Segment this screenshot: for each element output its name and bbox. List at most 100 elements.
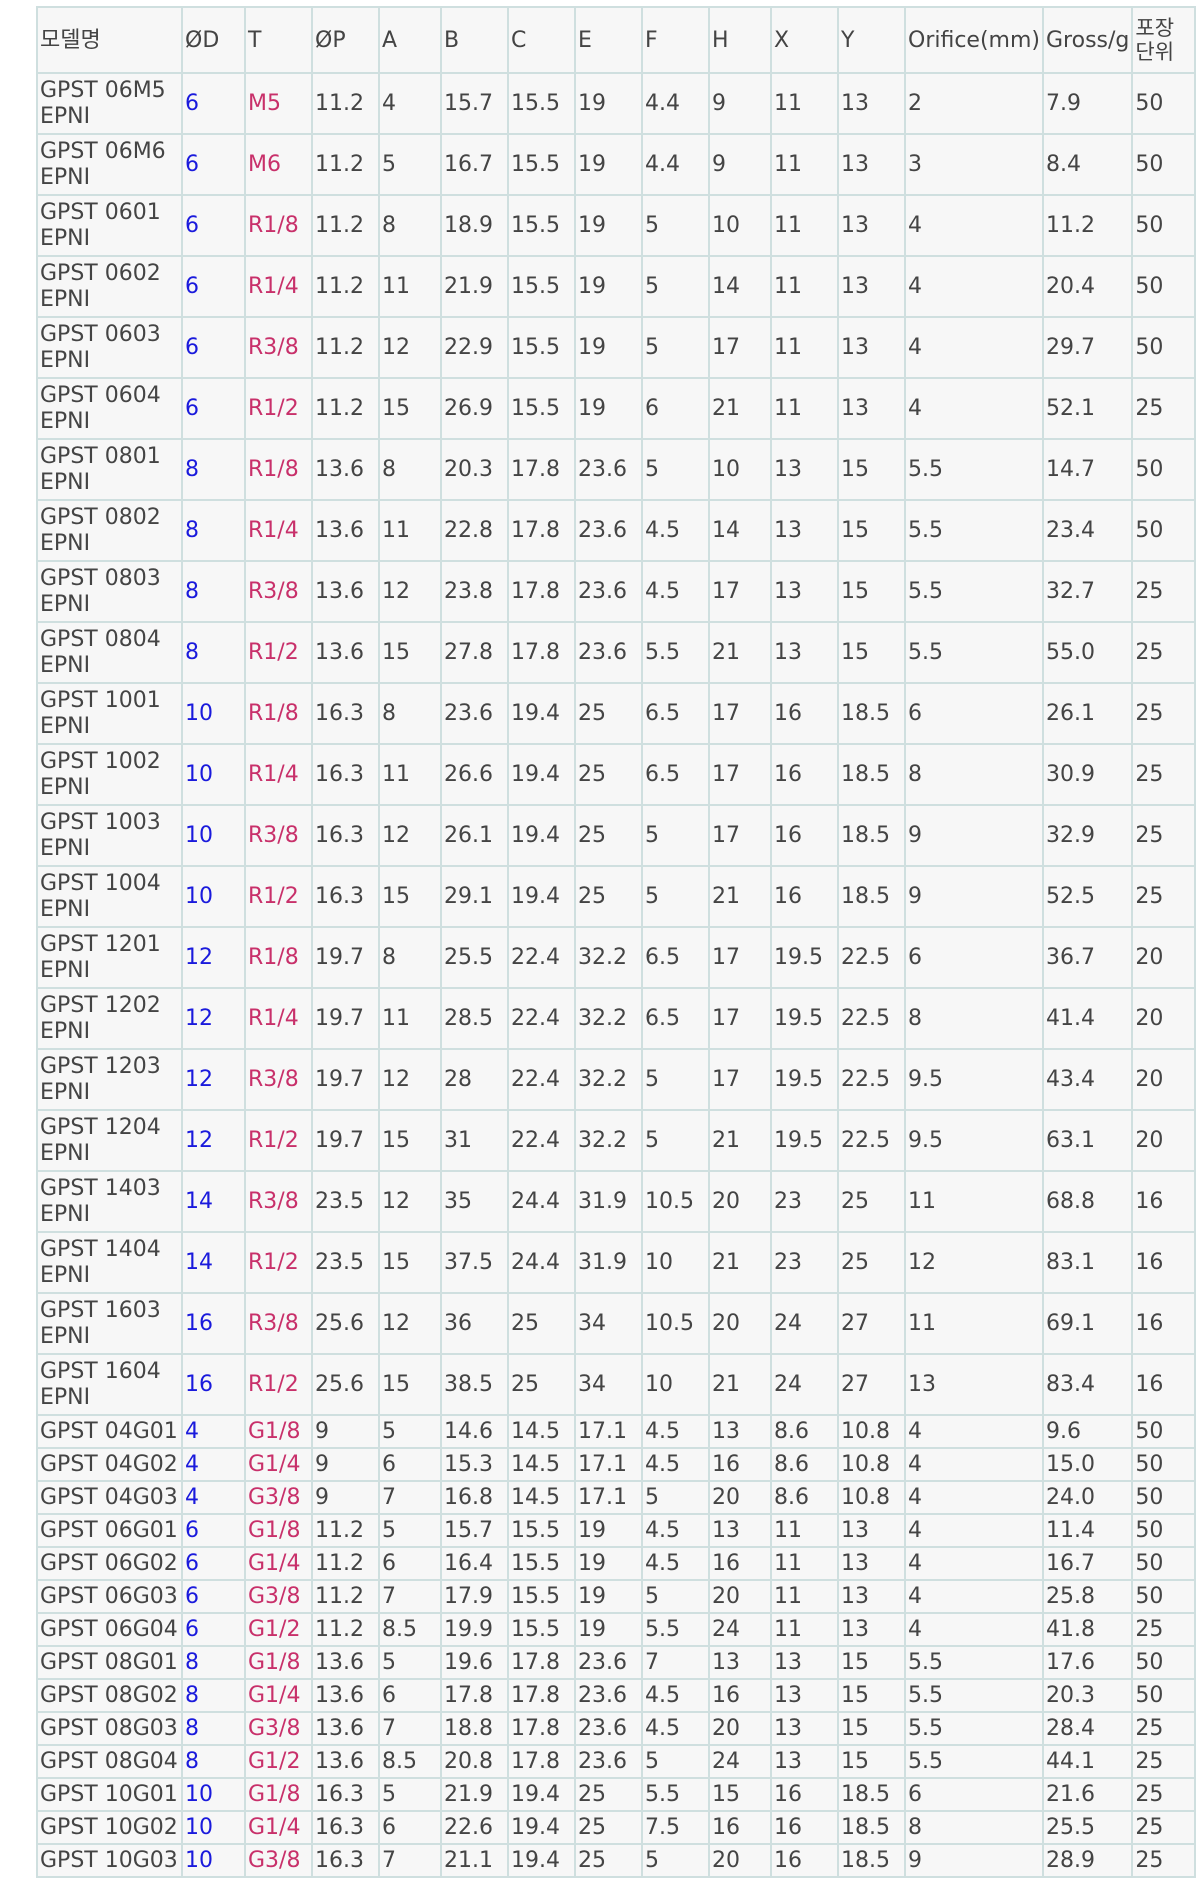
cell-od: 4: [181, 1447, 246, 1482]
cell-gross: 17.6: [1041, 1645, 1134, 1680]
cell-b: 16.4: [440, 1546, 509, 1581]
cell-e: 32.2: [574, 987, 643, 1050]
cell-y: 13: [837, 1579, 906, 1614]
cell-gross: 29.7: [1041, 316, 1134, 379]
cell-pack-unit: 25: [1131, 1711, 1197, 1746]
cell-f: 5: [641, 804, 710, 867]
cell-od: 10: [181, 1810, 246, 1845]
cell-b: 17.8: [440, 1678, 509, 1713]
cell-op: 16.3: [311, 865, 380, 928]
cell-h: 20: [708, 1579, 772, 1614]
table-row: GPST 0804 EPNI 8 R1/2 13.6 15 27.8 17.8 23.6 5.5…: [36, 621, 1197, 684]
cell-f: 5.5: [641, 621, 710, 684]
cell-pack-unit: 25: [1131, 865, 1197, 928]
cell-model: GPST 06G04: [36, 1612, 183, 1647]
cell-b: 28.5: [440, 987, 509, 1050]
cell-t: G1/8: [244, 1513, 313, 1548]
table-row: GPST 06G04 6 G1/2 11.2 8.5 19.9 15.5 19 5.5 24 11 1…: [36, 1612, 1197, 1647]
table-row: GPST 1201 EPNI 12 R1/8 19.7 8 25.5 22.4 32.2 6.5…: [36, 926, 1197, 989]
cell-op: 13.6: [311, 499, 380, 562]
cell-x: 16: [770, 1777, 839, 1812]
cell-c: 22.4: [507, 926, 576, 989]
cell-x: 13: [770, 438, 839, 501]
table-row: GPST 0601 EPNI 6 R1/8 11.2 8 18.9 15.5 19 5 10 11 1…: [36, 194, 1197, 257]
col-header-h: H: [708, 6, 772, 74]
cell-pack-unit: 50: [1131, 72, 1197, 135]
cell-model: GPST 1603 EPNI: [36, 1292, 183, 1355]
cell-op: 19.7: [311, 926, 380, 989]
cell-y: 18.5: [837, 1777, 906, 1812]
cell-od: 6: [181, 255, 246, 318]
cell-t: G3/8: [244, 1711, 313, 1746]
cell-op: 16.3: [311, 804, 380, 867]
cell-pack-unit: 50: [1131, 316, 1197, 379]
cell-op: 16.3: [311, 682, 380, 745]
cell-x: 19.5: [770, 1048, 839, 1111]
cell-t: G1/8: [244, 1414, 313, 1449]
cell-od: 6: [181, 133, 246, 196]
col-header-orifice: Orifice(mm): [904, 6, 1044, 74]
cell-e: 34: [574, 1353, 643, 1416]
cell-h: 13: [708, 1513, 772, 1548]
cell-op: 16.3: [311, 1843, 380, 1878]
cell-f: 10.5: [641, 1292, 710, 1355]
cell-od: 12: [181, 926, 246, 989]
cell-f: 5.5: [641, 1612, 710, 1647]
cell-model: GPST 04G03: [36, 1480, 183, 1515]
cell-orifice: 6: [904, 926, 1044, 989]
cell-c: 17.8: [507, 1711, 576, 1746]
cell-a: 6: [378, 1678, 442, 1713]
cell-od: 10: [181, 804, 246, 867]
cell-orifice: 5.5: [904, 1645, 1044, 1680]
cell-x: 16: [770, 743, 839, 806]
cell-a: 15: [378, 865, 442, 928]
cell-c: 17.8: [507, 1645, 576, 1680]
cell-t: R3/8: [244, 1170, 313, 1233]
cell-c: 17.8: [507, 1678, 576, 1713]
cell-t: R3/8: [244, 1048, 313, 1111]
cell-c: 15.5: [507, 1546, 576, 1581]
cell-t: M5: [244, 72, 313, 135]
cell-h: 14: [708, 255, 772, 318]
cell-f: 10.5: [641, 1170, 710, 1233]
cell-gross: 55.0: [1041, 621, 1134, 684]
cell-c: 15.5: [507, 1579, 576, 1614]
cell-e: 19: [574, 377, 643, 440]
cell-t: R1/2: [244, 1109, 313, 1172]
col-header-x: X: [770, 6, 839, 74]
cell-b: 26.6: [440, 743, 509, 806]
cell-h: 21: [708, 1231, 772, 1294]
cell-t: R1/2: [244, 377, 313, 440]
cell-y: 18.5: [837, 1810, 906, 1845]
cell-gross: 7.9: [1041, 72, 1134, 135]
cell-y: 10.8: [837, 1480, 906, 1515]
cell-e: 25: [574, 1777, 643, 1812]
cell-f: 5.5: [641, 1777, 710, 1812]
cell-e: 19: [574, 1579, 643, 1614]
cell-model: GPST 1404 EPNI: [36, 1231, 183, 1294]
cell-c: 19.4: [507, 682, 576, 745]
cell-x: 24: [770, 1353, 839, 1416]
cell-y: 13: [837, 133, 906, 196]
cell-t: R1/4: [244, 499, 313, 562]
cell-pack-unit: 25: [1131, 560, 1197, 623]
cell-f: 10: [641, 1353, 710, 1416]
cell-y: 10.8: [837, 1414, 906, 1449]
cell-b: 18.9: [440, 194, 509, 257]
cell-orifice: 11: [904, 1292, 1044, 1355]
cell-od: 8: [181, 499, 246, 562]
cell-b: 28: [440, 1048, 509, 1111]
table-row: GPST 10G03 10 G3/8 16.3 7 21.1 19.4 25 5 20 16 18.5…: [36, 1843, 1197, 1878]
cell-y: 15: [837, 499, 906, 562]
cell-f: 5: [641, 194, 710, 257]
cell-e: 25: [574, 682, 643, 745]
cell-h: 20: [708, 1711, 772, 1746]
cell-model: GPST 0801 EPNI: [36, 438, 183, 501]
cell-x: 11: [770, 194, 839, 257]
cell-gross: 11.4: [1041, 1513, 1134, 1548]
cell-orifice: 5.5: [904, 1744, 1044, 1779]
cell-pack-unit: 20: [1131, 987, 1197, 1050]
cell-e: 19: [574, 72, 643, 135]
cell-y: 13: [837, 255, 906, 318]
cell-od: 8: [181, 621, 246, 684]
